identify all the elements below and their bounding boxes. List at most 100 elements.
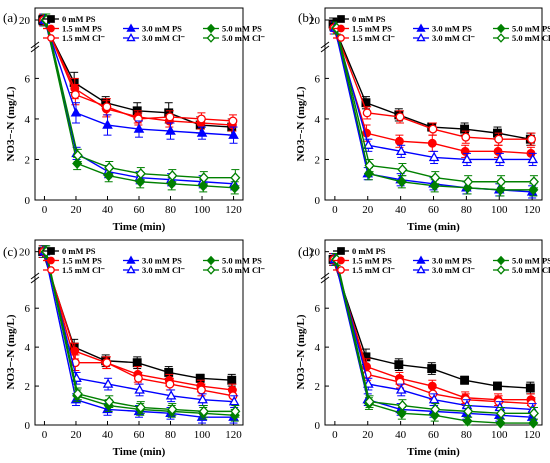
data-point — [102, 102, 112, 112]
legend-label: 3.0 mM Cl⁻ — [432, 33, 475, 43]
x-tick-label: 0 — [42, 429, 48, 441]
legend-marker — [496, 33, 506, 43]
chart-panel-b: 0 20 40 60 80 100 120 0 2 4 6 20 Time (min) NO3−-N (m… — [295, 7, 550, 233]
y-tick-label: 2 — [315, 381, 321, 393]
legend-marker — [337, 247, 345, 255]
legend-label: 5.0 mM PS — [222, 256, 262, 266]
x-tick-label: 100 — [491, 429, 508, 441]
data-point — [132, 358, 142, 368]
x-tick-label: 100 — [194, 204, 211, 216]
data-point — [527, 134, 536, 144]
x-tick-label: 80 — [461, 204, 473, 216]
axis-break-mark — [30, 45, 40, 53]
x-axis-title: Time (min) — [113, 221, 166, 233]
legend-marker — [47, 15, 55, 23]
data-point — [528, 184, 539, 196]
data-point — [102, 378, 114, 388]
y-tick-label: 2 — [25, 154, 31, 166]
data-point — [133, 123, 145, 133]
data-point — [134, 384, 145, 394]
data-point — [430, 403, 441, 415]
data-point — [364, 160, 375, 172]
legend-marker — [206, 33, 216, 43]
legend-label: 5.0 mM PS — [222, 24, 262, 34]
y-tick-label: 20 — [19, 15, 31, 27]
x-tick-label: 60 — [428, 204, 440, 216]
x-tick-label: 80 — [165, 429, 177, 441]
x-tick-label: 20 — [362, 204, 374, 216]
data-point — [102, 358, 112, 368]
data-point — [195, 373, 205, 383]
axis-break-mark — [320, 45, 330, 53]
axis-break-mark — [320, 272, 330, 280]
x-tick-label: 0 — [332, 429, 338, 441]
legend-marker — [206, 23, 216, 34]
legend-label: 5.0 mM Cl⁻ — [222, 33, 265, 43]
panel-label: (c) — [3, 244, 17, 259]
data-point — [397, 164, 408, 176]
legend-marker — [126, 23, 136, 32]
y-tick-label: 20 — [309, 247, 321, 259]
y-tick-label: 4 — [315, 342, 321, 354]
series — [41, 245, 241, 418]
legend-label: 3.0 mM Cl⁻ — [142, 33, 185, 43]
data-point — [104, 396, 115, 408]
data-point — [428, 151, 440, 162]
legend-label: 1.5 mM Cl⁻ — [62, 265, 105, 275]
legend-label: 0 mM PS — [62, 246, 96, 256]
panel-label: (b) — [298, 10, 313, 25]
panel-label: (a) — [3, 10, 17, 25]
y-tick-label: 4 — [315, 114, 321, 126]
x-tick-label: 120 — [524, 429, 541, 441]
legend: 0 mM PS1.5 mM PS 3.0 mM PS 5.0 mM PS 1.5 mM… — [43, 246, 265, 275]
x-tick-label: 40 — [395, 204, 407, 216]
data-point — [167, 170, 178, 182]
data-point — [196, 114, 206, 124]
data-point — [428, 124, 438, 134]
data-point — [460, 146, 470, 156]
legend-marker — [416, 264, 426, 274]
axis-break-mark — [320, 41, 330, 49]
y-tick-label: 0 — [25, 195, 31, 207]
data-point — [395, 384, 407, 394]
legend-label: 3.0 mM Cl⁻ — [142, 265, 185, 275]
data-point — [228, 129, 239, 139]
axis-break-mark — [30, 272, 40, 280]
data-point — [397, 400, 408, 412]
data-point — [460, 375, 470, 385]
legend-marker — [126, 264, 136, 274]
legend-label: 3.0 mM PS — [432, 256, 472, 266]
data-point — [165, 125, 176, 135]
data-point — [428, 394, 440, 404]
x-tick-label: 40 — [102, 204, 114, 216]
legend: 0 mM PS1.5 mM PS 3.0 mM PS 5.0 mM PS 1.5 mM… — [43, 14, 265, 43]
legend-marker — [206, 265, 216, 275]
panel-label: (d) — [298, 244, 313, 259]
data-point — [394, 136, 404, 146]
y-tick-label: 6 — [25, 303, 31, 315]
data-point — [198, 172, 209, 184]
legend-marker — [416, 23, 426, 32]
data-point — [495, 417, 506, 429]
data-point — [528, 407, 539, 419]
data-point — [196, 385, 206, 395]
legend-marker — [496, 265, 506, 275]
data-point — [460, 124, 470, 134]
legend-marker — [416, 32, 426, 42]
data-point — [494, 153, 506, 164]
legend-label: 3.0 mM PS — [142, 24, 182, 34]
legend-marker — [337, 266, 345, 274]
legend-label: 5.0 mM PS — [512, 256, 550, 266]
y-axis-title: NO3−-N (mg/L) — [295, 86, 307, 161]
legend-label: 1.5 mM PS — [62, 256, 102, 266]
legend-label: 0 mM PS — [62, 14, 96, 24]
y-tick-label: 0 — [25, 420, 31, 432]
data-point — [528, 176, 539, 188]
data-point — [104, 162, 115, 174]
chart-panel-d: 0 20 40 60 80 100 120 0 2 4 6 20 Time (min) NO3−-N (m… — [295, 239, 550, 458]
x-axis-title: Time (min) — [407, 221, 460, 233]
x-tick-label: 60 — [134, 204, 146, 216]
data-point — [228, 395, 240, 406]
x-tick-label: 100 — [194, 429, 211, 441]
data-point — [133, 373, 143, 383]
